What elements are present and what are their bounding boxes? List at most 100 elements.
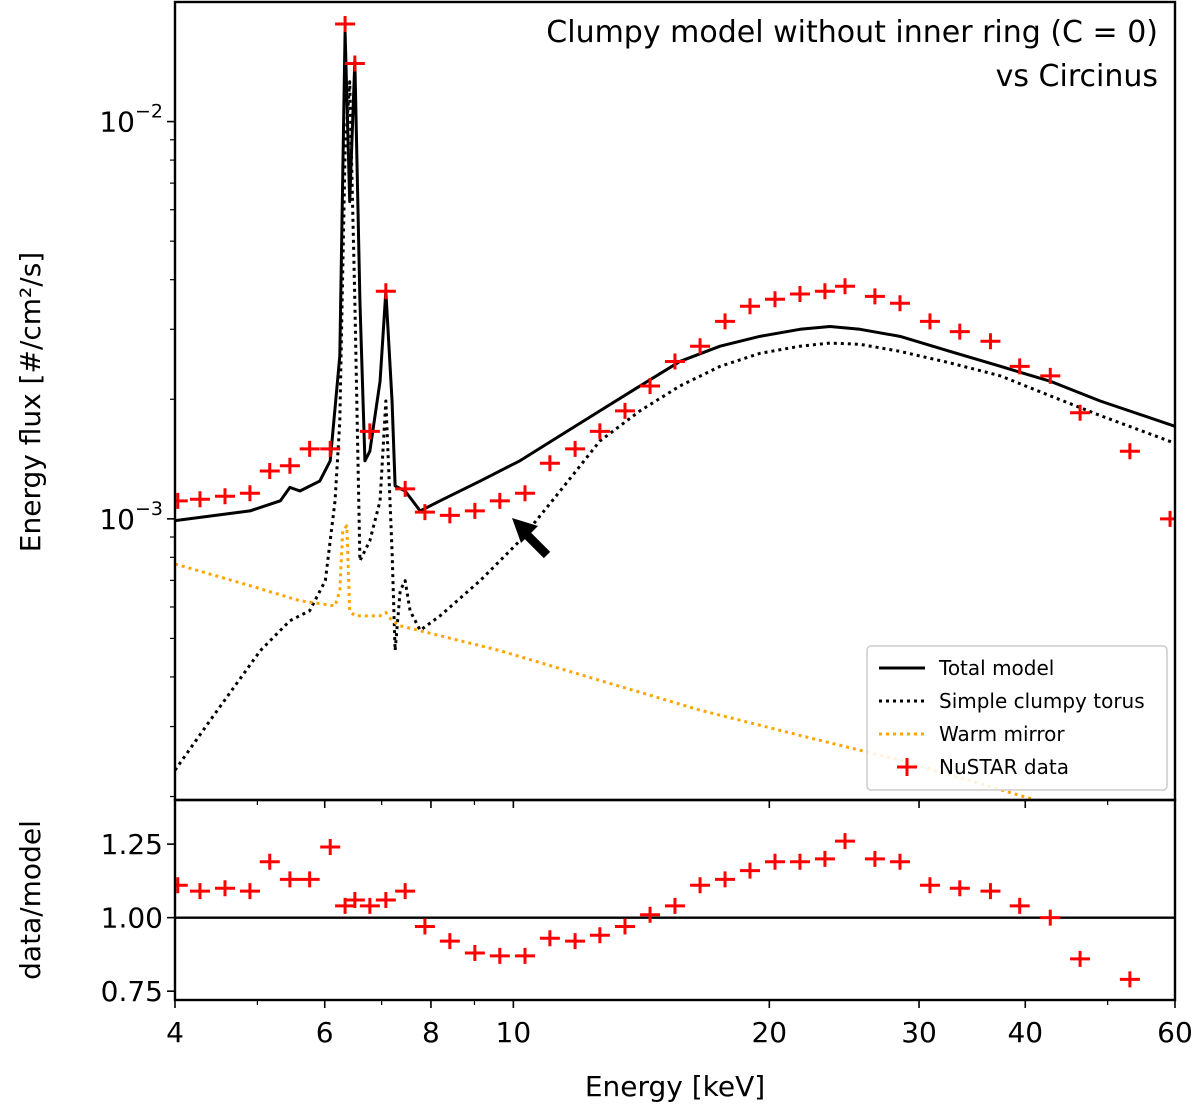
data-point xyxy=(919,313,940,330)
data-point xyxy=(375,283,396,300)
data-point xyxy=(764,291,785,308)
data-point xyxy=(589,927,610,944)
data-point xyxy=(614,402,635,419)
y-tick-exponent: −3 xyxy=(135,498,163,520)
data-point xyxy=(980,333,1001,350)
y-tick-label: 1.25 xyxy=(101,828,163,861)
data-point xyxy=(715,871,736,888)
data-point xyxy=(1040,909,1061,926)
data-point xyxy=(1070,950,1091,967)
data-point xyxy=(215,488,236,505)
data-point xyxy=(835,278,856,295)
plot-area xyxy=(175,833,1140,988)
y-tick-label: 0.75 xyxy=(101,975,163,1008)
data-point xyxy=(299,440,320,457)
x-tick-label: 4 xyxy=(166,1016,184,1049)
data-point xyxy=(664,353,685,370)
data-point xyxy=(344,55,365,72)
legend-label: Total model xyxy=(938,656,1054,680)
line-series xyxy=(175,524,1036,800)
data-point xyxy=(589,423,610,440)
data-point xyxy=(395,480,416,497)
data-point xyxy=(539,455,560,472)
data-point xyxy=(320,440,341,457)
data-point xyxy=(464,502,485,519)
data-point xyxy=(1070,404,1091,421)
data-point xyxy=(1119,443,1140,460)
x-tick-label: 8 xyxy=(422,1016,440,1049)
data-point xyxy=(814,283,835,300)
data-point xyxy=(664,897,685,914)
y-axis-label: data/model xyxy=(14,820,47,980)
data-point xyxy=(919,877,940,894)
data-point xyxy=(789,286,810,303)
data-point xyxy=(344,892,365,908)
data-point xyxy=(259,853,280,870)
data-point xyxy=(489,492,510,509)
y-tick-label: 1.00 xyxy=(101,902,163,935)
data-point xyxy=(814,850,835,867)
data-point xyxy=(614,918,635,935)
data-point xyxy=(690,338,711,355)
data-point xyxy=(439,933,460,950)
data-point xyxy=(949,880,970,897)
data-point xyxy=(539,930,560,947)
data-point xyxy=(1119,971,1140,988)
line-series xyxy=(175,80,1175,772)
plot-area xyxy=(175,16,1175,800)
data-point xyxy=(889,295,910,312)
y-axis-label: Energy flux [#/cm²/s] xyxy=(14,252,47,552)
x-tick-label: 30 xyxy=(901,1016,937,1049)
data-point xyxy=(640,906,661,923)
data-point xyxy=(835,833,856,850)
data-point xyxy=(739,298,760,315)
data-point xyxy=(640,377,661,394)
data-point xyxy=(279,871,300,888)
x-tick-label: 40 xyxy=(1007,1016,1043,1049)
data-point xyxy=(414,504,435,521)
data-point xyxy=(299,871,320,888)
x-tick-label: 6 xyxy=(316,1016,334,1049)
chart-title: Clumpy model without inner ring (C = 0) xyxy=(546,15,1158,50)
data-point xyxy=(715,313,736,330)
data-point xyxy=(764,853,785,870)
annotation-arrow xyxy=(512,518,551,559)
legend-label: Warm mirror xyxy=(939,722,1065,746)
data-point xyxy=(464,944,485,961)
data-point xyxy=(1160,510,1175,527)
x-tick-label: 60 xyxy=(1157,1016,1193,1049)
data-point xyxy=(359,423,380,440)
data-point xyxy=(789,853,810,870)
legend-box xyxy=(866,645,1168,791)
legend-label: Simple clumpy torus xyxy=(939,689,1145,713)
legend-label: NuSTAR data xyxy=(939,755,1069,779)
data-point xyxy=(239,883,260,900)
data-point xyxy=(889,853,910,870)
data-point xyxy=(864,850,885,867)
data-point xyxy=(359,897,380,914)
y-tick-label: 10−3 xyxy=(99,498,163,536)
data-point xyxy=(690,877,711,894)
data-point xyxy=(320,839,341,856)
data-point xyxy=(335,16,356,33)
data-point xyxy=(949,323,970,340)
data-point xyxy=(1009,897,1030,914)
legend-marker xyxy=(897,758,917,776)
data-point xyxy=(565,933,586,950)
data-point xyxy=(239,485,260,502)
chart-subtitle: vs Circinus xyxy=(996,59,1158,94)
y-tick-label: 10−2 xyxy=(99,101,163,139)
data-point xyxy=(980,883,1001,900)
data-point xyxy=(279,457,300,474)
data-point xyxy=(375,892,396,908)
x-tick-label: 10 xyxy=(496,1016,532,1049)
data-point xyxy=(189,883,210,900)
data-point xyxy=(489,947,510,964)
data-point xyxy=(395,883,416,900)
data-point xyxy=(414,918,435,935)
data-point xyxy=(175,877,188,894)
x-tick-label: 20 xyxy=(751,1016,787,1049)
data-point xyxy=(514,947,535,964)
data-point xyxy=(1040,367,1061,384)
